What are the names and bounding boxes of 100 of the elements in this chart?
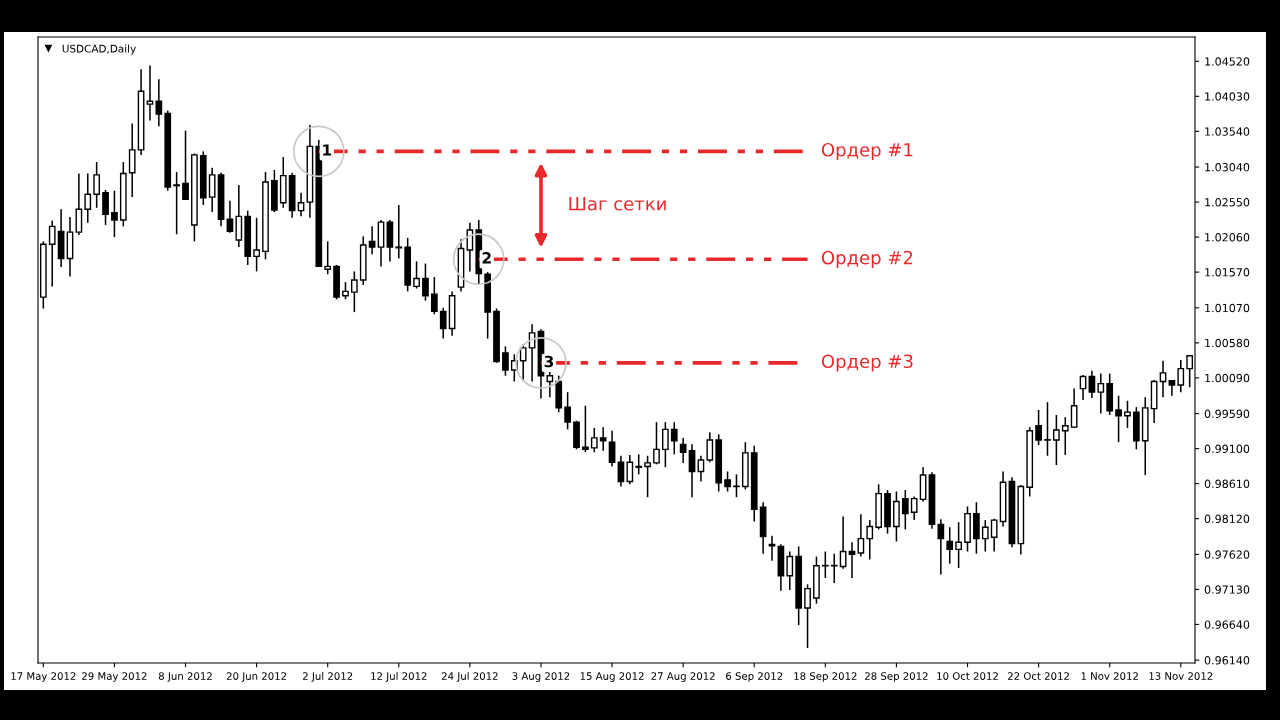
- candlestick: [697, 454, 705, 483]
- candlestick: [590, 427, 598, 453]
- candlestick: [724, 470, 731, 493]
- y-tick-label: 0.97130: [1204, 585, 1250, 594]
- candlestick: [1124, 399, 1131, 429]
- candlestick: [155, 78, 163, 128]
- x-tick-label: 12 Jul 2012: [371, 672, 427, 682]
- candlestick: [93, 161, 101, 209]
- candlestick: [821, 550, 829, 579]
- candlestick: [599, 426, 607, 452]
- candlestick: [1115, 394, 1122, 443]
- x-tick-label: 24 Jul 2012: [441, 672, 498, 682]
- candlestick: [395, 204, 403, 260]
- y-tick-label: 0.97620: [1204, 550, 1250, 559]
- candlestick: [866, 519, 874, 561]
- y-tick-label: 0.99590: [1204, 409, 1250, 418]
- y-tick-label: 1.00580: [1205, 338, 1250, 348]
- candlestick: [670, 421, 678, 456]
- candlestick: [786, 550, 794, 591]
- y-tick-label: 1.02550: [1205, 198, 1250, 207]
- y-tick-label: 1.00090: [1205, 373, 1250, 383]
- candlestick: [981, 519, 989, 553]
- candlestick: [422, 262, 429, 302]
- candlestick: [1044, 401, 1051, 457]
- y-tick-label: 1.01070: [1205, 303, 1250, 313]
- x-tick-label: 29 May 2012: [82, 672, 147, 682]
- candlestick: [324, 240, 332, 276]
- y-tick-label: 1.04520: [1205, 57, 1250, 66]
- candlestick: [644, 454, 651, 498]
- annotation: 3: [544, 355, 554, 368]
- candlestick: [688, 443, 696, 498]
- candlestick: [608, 429, 616, 468]
- candlestick: [706, 431, 714, 463]
- x-tick-label: 27 Aug 2012: [651, 672, 715, 682]
- x-tick-label: 13 Nov 2012: [1149, 672, 1213, 680]
- candlestick: [662, 421, 669, 468]
- candlestick: [439, 307, 447, 340]
- candlestick: [910, 495, 918, 521]
- x-tick-label: 18 Sep 2012: [794, 672, 857, 682]
- candlestick: [111, 189, 118, 238]
- candlestick: [1097, 372, 1105, 415]
- candlestick: [830, 552, 838, 584]
- x-tick-label: 20 Jun 2012: [226, 672, 287, 682]
- annotation: 1: [323, 144, 332, 156]
- candlestick: [368, 225, 376, 256]
- candlestick: [413, 260, 420, 290]
- candlestick: [84, 172, 92, 224]
- candlestick: [235, 184, 243, 248]
- candlestick: [857, 513, 865, 558]
- candlestick: [564, 391, 571, 431]
- y-tick-label: 0.99100: [1204, 444, 1250, 453]
- y-tick-label: 1.02060: [1205, 233, 1250, 242]
- candlestick: [208, 167, 216, 213]
- candlestick: [350, 270, 358, 313]
- candlestick: [804, 583, 811, 649]
- candlestick: [48, 219, 56, 288]
- x-tick-label: 17 May 2012: [11, 672, 76, 682]
- candlestick: [128, 122, 136, 198]
- candlestick: [253, 217, 260, 273]
- candlestick: [653, 421, 660, 466]
- y-tick-label: 0.96140: [1204, 656, 1250, 665]
- candlestick: [502, 345, 509, 377]
- x-tick-label: 1 Nov 2012: [1081, 672, 1138, 680]
- candlestick: [1053, 414, 1060, 466]
- x-tick-label: 8 Jun 2012: [158, 672, 212, 682]
- ref-line-label: Ордер #2: [821, 250, 913, 268]
- candlestick: [1088, 369, 1096, 399]
- y-tick-label: 0.98120: [1204, 514, 1250, 524]
- candlestick: [519, 343, 527, 382]
- annotation: 2: [482, 252, 491, 264]
- x-tick-label: 3 Aug 2012: [512, 672, 570, 682]
- x-tick-label: 6 Sep 2012: [726, 672, 783, 682]
- candlestick: [173, 171, 180, 235]
- text: USDCAD,Daily: [62, 44, 136, 55]
- candlestick: [1177, 359, 1185, 393]
- candlestick: [617, 454, 625, 488]
- candlestick: [990, 517, 998, 553]
- candlestick: [297, 192, 305, 218]
- candlestick: [946, 526, 954, 565]
- candlestick: [635, 453, 643, 476]
- candlestick: [626, 454, 634, 486]
- x-tick-label: 2 Jul 2012: [302, 672, 353, 682]
- candlestick: [1035, 409, 1042, 446]
- y-tick-label: 0.98610: [1204, 479, 1250, 489]
- annotation: Шаг сетки: [569, 197, 666, 211]
- candlestick: [582, 404, 589, 453]
- candlestick: [937, 518, 945, 576]
- x-tick-label: 22 Oct 2012: [1008, 672, 1069, 680]
- y-tick-label: 0.96640: [1204, 620, 1250, 629]
- candlestick: [1159, 359, 1167, 398]
- candlestick: [955, 521, 962, 569]
- candlestick: [102, 189, 109, 226]
- ref-line-label: Ордер #3: [821, 354, 913, 372]
- y-tick-label: 1.03540: [1205, 127, 1250, 136]
- ref-line-label: Ордер #1: [821, 142, 913, 161]
- candlestick: [430, 276, 438, 316]
- candlestick: [901, 489, 909, 531]
- y-tick-label: 1.04030: [1205, 92, 1250, 101]
- candlestick: [679, 437, 687, 464]
- candlestick: [182, 129, 189, 201]
